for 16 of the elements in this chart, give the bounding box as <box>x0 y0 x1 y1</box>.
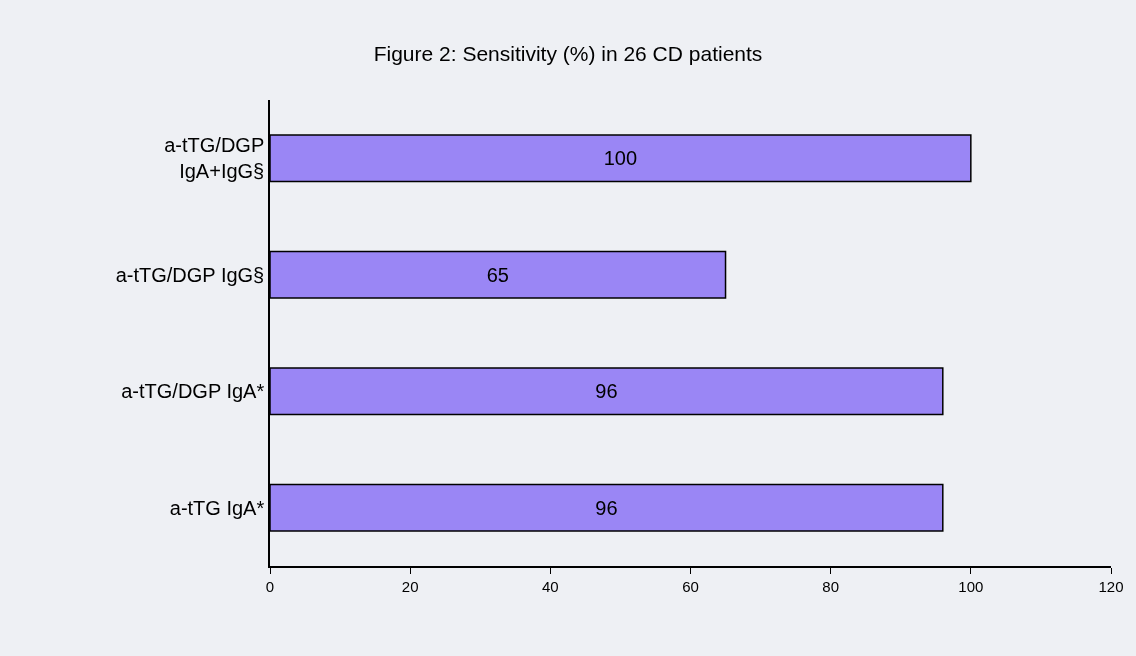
x-tick-label: 0 <box>265 577 275 595</box>
data-label: 96 <box>595 380 618 403</box>
x-tick-label: 80 <box>822 577 840 595</box>
y-tick-label: a-tTG/DGP IgA* <box>121 380 265 403</box>
data-label: 96 <box>595 496 618 519</box>
y-tick-label: a-tTG IgA* <box>169 496 265 519</box>
y-tick-label: a-tTG/DGP IgG§ <box>115 263 265 286</box>
data-label: 100 <box>603 147 638 170</box>
y-tick-label: a-tTG/DGP IgA+IgG§ <box>164 134 265 183</box>
x-tick-label: 60 <box>682 577 699 595</box>
chart-title: Figure 2: Sensitivity (%) in 26 CD patients <box>373 41 763 65</box>
data-label: 65 <box>486 263 509 286</box>
x-tick-label: 40 <box>541 577 559 595</box>
x-tick-label: 100 <box>958 577 984 595</box>
x-tick-label: 120 <box>1098 577 1124 595</box>
x-tick-label: 20 <box>401 577 419 595</box>
